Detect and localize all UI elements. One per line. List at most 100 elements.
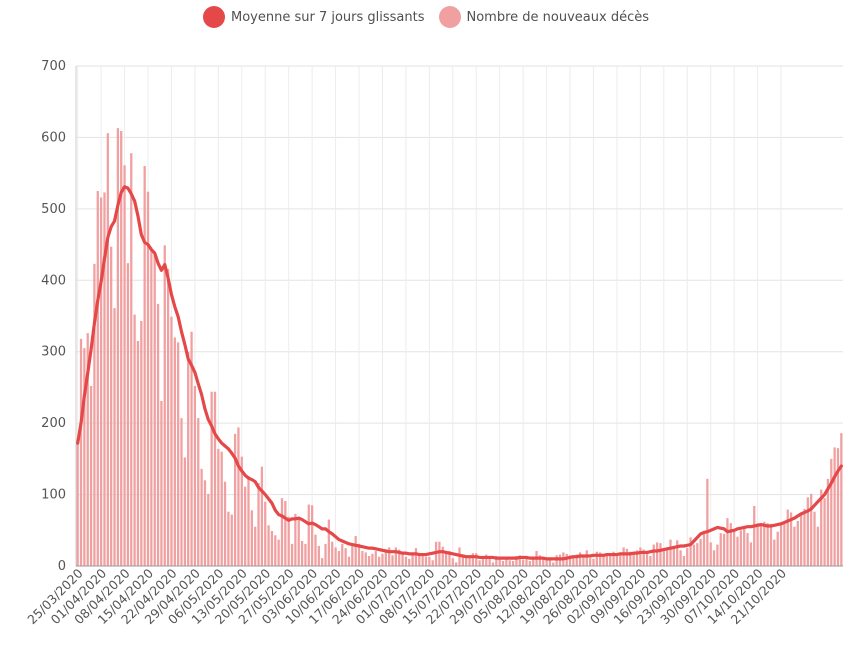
bar <box>367 556 371 566</box>
bar <box>471 553 475 566</box>
bar <box>619 555 622 566</box>
bar <box>257 483 260 566</box>
bar <box>270 531 274 566</box>
bar <box>716 544 719 566</box>
moving-average-line <box>76 185 843 561</box>
bar <box>783 523 786 566</box>
bar <box>609 556 612 566</box>
bar <box>247 476 250 566</box>
bar <box>763 521 766 566</box>
bar <box>233 433 237 566</box>
bar <box>361 551 364 566</box>
bar <box>575 554 578 566</box>
bar <box>528 561 531 566</box>
bar <box>317 546 320 566</box>
bar <box>622 547 625 566</box>
bar <box>578 552 582 566</box>
bar <box>793 526 796 566</box>
bar <box>133 314 136 566</box>
bar <box>813 511 816 566</box>
bar <box>163 245 166 567</box>
bar <box>491 562 495 566</box>
bar <box>304 543 307 566</box>
bar <box>381 553 384 566</box>
bar <box>173 337 176 566</box>
bar <box>398 549 401 566</box>
bar <box>836 448 840 566</box>
bar <box>565 553 568 566</box>
bar <box>110 246 113 566</box>
bar <box>364 552 367 566</box>
bar <box>156 303 160 566</box>
bar <box>645 553 649 566</box>
bar <box>200 468 203 566</box>
bar <box>789 512 793 566</box>
bar <box>719 533 722 566</box>
bar <box>779 525 783 566</box>
bar <box>595 551 598 566</box>
bar <box>475 553 478 566</box>
bar <box>699 538 702 566</box>
bar <box>635 550 639 566</box>
bar <box>170 316 173 566</box>
bar <box>605 555 609 566</box>
bar <box>816 526 820 566</box>
legend-item-new-deaths[interactable]: Nombre de nouveaux décès <box>438 6 649 28</box>
bar <box>830 458 833 566</box>
bar <box>702 531 706 566</box>
legend-label-moving-average: Moyenne sur 7 jours glissants <box>230 9 425 25</box>
bar <box>237 427 240 566</box>
bar <box>508 560 511 566</box>
bar <box>672 548 675 566</box>
bar <box>753 506 756 566</box>
y-tick-label: 400 <box>41 273 66 288</box>
bar <box>639 547 642 566</box>
bar <box>810 493 813 566</box>
bar <box>401 553 404 566</box>
bar <box>103 192 106 566</box>
bar <box>327 519 331 566</box>
bar <box>799 513 803 566</box>
bar <box>659 543 662 566</box>
bar <box>501 561 505 566</box>
bar <box>321 558 324 566</box>
bar <box>662 549 665 566</box>
bar <box>682 556 686 566</box>
bar <box>180 418 183 566</box>
y-tick-label: 200 <box>41 416 66 431</box>
bar <box>96 191 99 566</box>
bar <box>314 534 317 566</box>
bar <box>230 514 233 566</box>
bar <box>307 504 310 566</box>
bar <box>354 536 357 566</box>
bar <box>146 191 150 566</box>
bar <box>766 523 769 566</box>
bar <box>696 543 699 566</box>
bar <box>555 555 558 566</box>
legend-swatch-new-deaths <box>438 6 461 28</box>
bar <box>130 153 133 566</box>
bar <box>331 541 334 566</box>
legend-item-moving-average[interactable]: Moyenne sur 7 jours glissants <box>202 6 425 28</box>
bar <box>498 558 501 566</box>
bar <box>733 529 736 566</box>
bar <box>438 541 441 566</box>
bar <box>377 556 381 566</box>
bar <box>468 557 471 566</box>
bar <box>136 341 140 566</box>
bar <box>746 533 749 566</box>
bar <box>408 558 411 566</box>
bar <box>465 556 468 566</box>
bar <box>197 418 200 566</box>
bar <box>384 549 387 566</box>
bar <box>689 537 692 566</box>
bar <box>190 331 193 566</box>
bar <box>404 556 408 566</box>
bar <box>518 555 521 566</box>
bar <box>773 539 776 566</box>
bar <box>495 556 498 566</box>
bar <box>826 478 830 566</box>
bar <box>515 556 518 566</box>
bar <box>759 526 763 566</box>
